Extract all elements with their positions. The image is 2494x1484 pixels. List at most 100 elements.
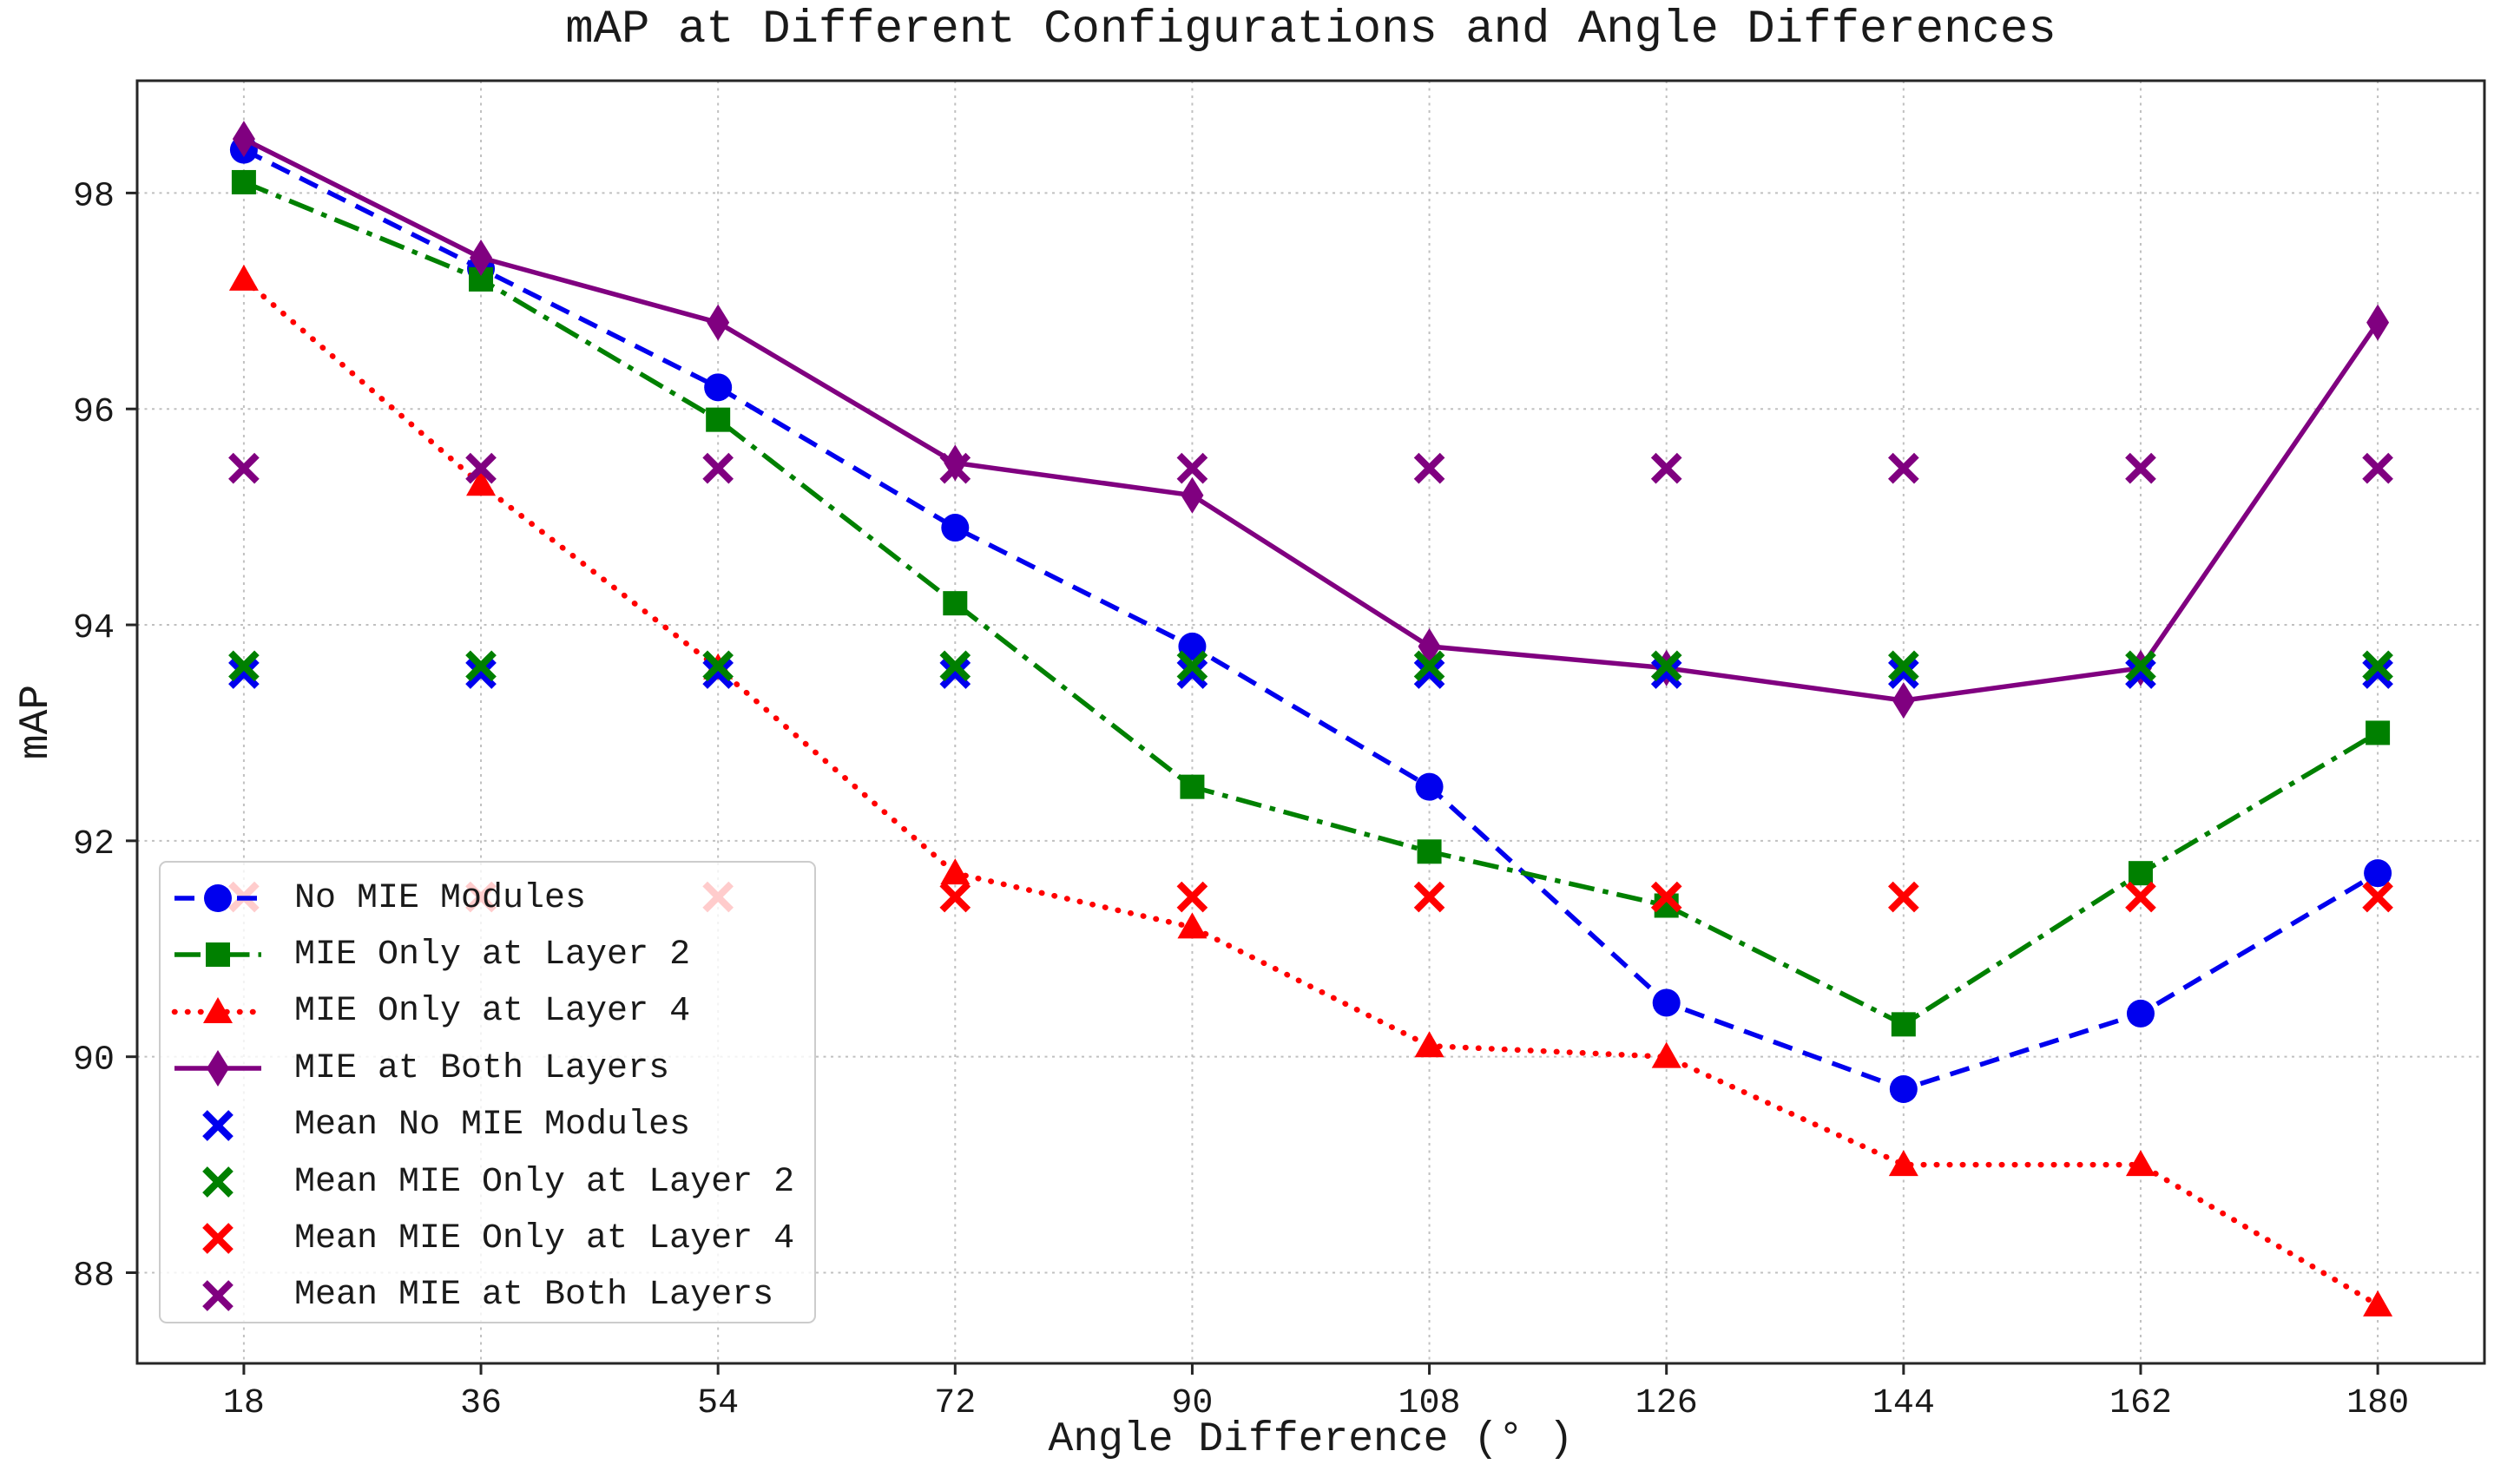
marker-triangle: [1177, 912, 1208, 939]
legend-key-mean-mie-only-at-layer-4: [202, 1223, 234, 1255]
x-tick-label: 108: [1398, 1384, 1461, 1423]
marker-x: [202, 1223, 234, 1255]
marker-x: [465, 452, 497, 484]
y-tick-label: 88: [73, 1257, 115, 1296]
marker-triangle: [228, 264, 259, 291]
marker-square: [706, 407, 731, 432]
marker-x: [1887, 452, 1919, 484]
legend-label: MIE Only at Layer 4: [294, 992, 691, 1032]
marker-x: [2362, 650, 2393, 682]
marker-x: [1176, 452, 1208, 484]
marker-x: [1887, 881, 1919, 913]
legend-label: No MIE Modules: [294, 878, 587, 918]
legend-label: MIE at Both Layers: [294, 1048, 670, 1088]
marker-circle: [941, 514, 970, 542]
marker-circle: [1415, 772, 1444, 801]
legend-key-mie-only-at-layer-2: [174, 942, 261, 968]
marker-x: [702, 452, 734, 484]
legend-label: Mean No MIE Modules: [294, 1106, 691, 1146]
y-tick-label: 90: [73, 1041, 115, 1080]
legend-key-mie-at-both-layers: [174, 1050, 261, 1087]
marker-x: [1650, 452, 1682, 484]
marker-circle: [1889, 1074, 1918, 1103]
marker-square: [1891, 1012, 1916, 1037]
marker-x: [1650, 650, 1682, 682]
x-tick-label: 18: [223, 1384, 265, 1423]
marker-x: [939, 650, 971, 682]
tick-marks: [126, 191, 2379, 1375]
legend-label: Mean MIE Only at Layer 2: [294, 1162, 795, 1202]
marker-circle: [204, 884, 232, 912]
marker-circle: [1652, 988, 1681, 1017]
legend-item-mean-mie-at-both-layers: Mean MIE at Both Layers: [161, 1267, 773, 1324]
marker-x: [702, 650, 734, 682]
marker-x: [2125, 881, 2156, 913]
marker-circle: [2126, 999, 2155, 1028]
x-tick-label: 36: [460, 1384, 502, 1423]
marker-square: [1417, 839, 1442, 864]
marker-x: [202, 1109, 234, 1141]
legend-item-mie-at-both-layers: MIE at Both Layers: [161, 1040, 669, 1097]
marker-diamond: [1892, 682, 1915, 719]
marker-diamond: [232, 121, 255, 158]
legend-key-mean-mie-only-at-layer-2: [202, 1166, 234, 1198]
marker-triangle: [940, 858, 971, 885]
tick-labels: 18 36 54 72 90 108 126 144 162 180 88 90 92 94 96 98: [73, 177, 2409, 1423]
marker-x: [2362, 452, 2393, 484]
legend-item-mie-only-at-layer-2: MIE Only at Layer 2: [161, 926, 690, 983]
marker-square: [231, 169, 256, 194]
marker-circle: [2364, 859, 2392, 888]
marker-x: [2125, 650, 2156, 682]
x-tick-label: 144: [1872, 1384, 1935, 1423]
line-no-mie-modules: [242, 148, 2379, 1092]
marker-diamond: [2366, 304, 2390, 341]
marker-x: [2125, 658, 2156, 689]
marker-x: [228, 658, 260, 689]
marker-triangle: [203, 996, 233, 1023]
marker-x: [202, 1279, 234, 1311]
marker-circle: [704, 373, 733, 402]
mean-mean-mie-only-at-layer-2: [228, 650, 2393, 682]
legend-item-mean-mie-only-at-layer-4: Mean MIE Only at Layer 4: [161, 1210, 794, 1267]
legend-key-mie-only-at-layer-4: [171, 996, 265, 1023]
marker-x: [1887, 650, 1919, 682]
line-mie-only-at-layer-2: [242, 180, 2379, 1028]
marker-square: [2128, 861, 2153, 886]
marker-square: [1180, 774, 1205, 799]
x-tick-label: 126: [1635, 1384, 1698, 1423]
x-tick-label: 162: [2109, 1384, 2172, 1423]
mean-mean-mie-at-both-layers: [228, 452, 2393, 484]
marker-triangle: [1888, 1150, 1918, 1177]
line-mie-at-both-layers: [242, 136, 2380, 703]
marker-square: [206, 942, 230, 968]
marker-x: [1176, 881, 1208, 913]
marker-x: [939, 881, 971, 913]
series-mie-only-at-layer-2: [231, 169, 2391, 1037]
marker-x: [702, 658, 734, 689]
marker-x: [465, 658, 497, 689]
legend-key-no-mie-modules: [174, 884, 261, 912]
marker-x: [1413, 881, 1445, 913]
marker-triangle: [2125, 1150, 2155, 1177]
marker-x: [228, 650, 260, 682]
chart-title: mAP at Different Configurations and Angl…: [565, 3, 2056, 56]
legend-item-mean-mie-only-at-layer-2: Mean MIE Only at Layer 2: [161, 1153, 794, 1211]
series-mie-at-both-layers: [232, 121, 2390, 719]
marker-triangle: [466, 469, 497, 496]
line-mie-only-at-layer-4: [240, 276, 2381, 1309]
marker-x: [939, 452, 971, 484]
legend-key-mean-no-mie-modules: [202, 1109, 234, 1141]
legend-key-mean-mie-at-both-layers: [202, 1279, 234, 1311]
x-tick-label: 180: [2346, 1384, 2409, 1423]
y-tick-label: 96: [73, 393, 115, 432]
legend-item-no-mie-modules: No MIE Modules: [161, 870, 586, 927]
marker-x: [1887, 658, 1919, 689]
marker-x: [939, 658, 971, 689]
x-axis-label: Angle Difference (° ): [1048, 1416, 1574, 1463]
marker-x: [202, 1166, 234, 1198]
legend-label: MIE Only at Layer 2: [294, 935, 691, 975]
y-tick-label: 94: [73, 609, 115, 648]
marker-diamond: [207, 1050, 229, 1087]
marker-x: [1176, 658, 1208, 689]
marker-diamond: [1181, 476, 1204, 514]
